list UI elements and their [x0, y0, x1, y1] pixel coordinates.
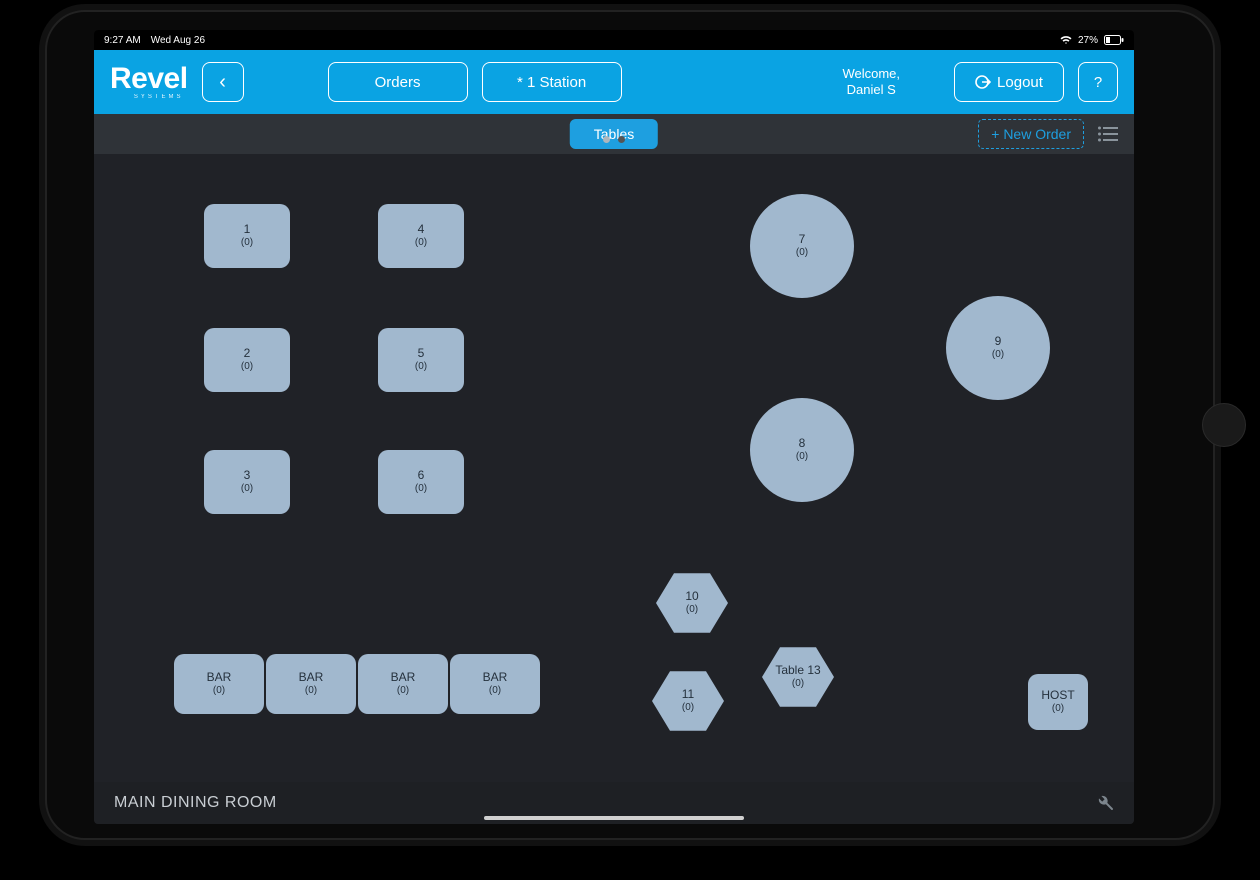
welcome-line2: Daniel S: [842, 82, 900, 98]
table-sublabel: (0): [241, 483, 253, 496]
table-sublabel: (0): [241, 237, 253, 250]
table-sublabel: (0): [992, 349, 1004, 362]
station-button[interactable]: * 1 Station: [482, 62, 622, 102]
table-b2[interactable]: BAR(0): [266, 654, 356, 714]
tables-tab[interactable]: Tables: [570, 119, 658, 149]
status-battery-text: 27%: [1078, 35, 1098, 46]
table-label: BAR: [207, 670, 232, 685]
wifi-icon: [1060, 35, 1072, 45]
ipad-home-button[interactable]: [1202, 403, 1246, 447]
table-sublabel: (0): [397, 685, 409, 698]
table-label: 3: [244, 468, 251, 483]
table-label: 8: [799, 436, 806, 451]
pager-dot[interactable]: [603, 136, 610, 143]
table-b1[interactable]: BAR(0): [174, 654, 264, 714]
room-label: MAIN DINING ROOM: [114, 794, 277, 812]
pager-dot[interactable]: [618, 136, 625, 143]
table-sublabel: (0): [213, 685, 225, 698]
help-button[interactable]: ?: [1078, 62, 1118, 102]
table-label: 9: [995, 334, 1002, 349]
floor-plan[interactable]: 1(0)4(0)2(0)5(0)3(0)6(0)7(0)9(0)8(0)BAR(…: [94, 154, 1134, 782]
table-label: Table 13: [775, 663, 820, 678]
table-sublabel: (0): [1052, 703, 1064, 716]
page-indicator: [603, 136, 625, 143]
table-t7[interactable]: 7(0): [750, 194, 854, 298]
battery-icon: [1104, 35, 1124, 45]
welcome-line1: Welcome,: [842, 66, 900, 82]
brand-name: Revel: [110, 64, 188, 94]
new-order-button[interactable]: + New Order: [978, 119, 1084, 149]
logout-icon: [975, 74, 991, 90]
ipad-frame: 9:27 AM Wed Aug 26 27% Revel SYSTEMS ‹: [45, 10, 1215, 840]
table-t2[interactable]: 2(0): [204, 328, 290, 392]
table-sublabel: (0): [796, 247, 808, 260]
table-sublabel: (0): [241, 361, 253, 374]
table-label: 7: [799, 232, 806, 247]
table-sublabel: (0): [415, 237, 427, 250]
app-header: Revel SYSTEMS ‹ Orders * 1 Station Welco…: [94, 50, 1134, 114]
table-t6[interactable]: 6(0): [378, 450, 464, 514]
table-t10[interactable]: 10(0): [656, 570, 728, 636]
table-label: 4: [418, 222, 425, 237]
orders-button[interactable]: Orders: [328, 62, 468, 102]
table-t1[interactable]: 1(0): [204, 204, 290, 268]
sub-toolbar: Tables + New Order: [94, 114, 1134, 154]
status-date: Wed Aug 26: [151, 35, 205, 46]
brand-subtitle: SYSTEMS: [134, 94, 184, 100]
table-label: 5: [418, 346, 425, 361]
footer-bar: MAIN DINING ROOM: [94, 782, 1134, 824]
table-label: BAR: [483, 670, 508, 685]
status-time: 9:27 AM: [104, 35, 141, 46]
table-sublabel: (0): [489, 685, 501, 698]
brand-logo: Revel SYSTEMS: [110, 64, 188, 100]
table-t3[interactable]: 3(0): [204, 450, 290, 514]
table-sublabel: (0): [792, 678, 804, 691]
chevron-left-icon: ‹: [219, 71, 226, 94]
welcome-text: Welcome, Daniel S: [842, 66, 900, 99]
table-label: HOST: [1041, 688, 1074, 703]
table-sublabel: (0): [796, 451, 808, 464]
table-t13[interactable]: Table 13(0): [762, 644, 834, 710]
logout-label: Logout: [997, 74, 1043, 91]
settings-wrench-icon[interactable]: [1094, 793, 1114, 813]
table-label: 11: [682, 687, 694, 702]
table-t5[interactable]: 5(0): [378, 328, 464, 392]
table-sublabel: (0): [415, 361, 427, 374]
table-b4[interactable]: BAR(0): [450, 654, 540, 714]
back-button[interactable]: ‹: [202, 62, 244, 102]
table-label: BAR: [299, 670, 324, 685]
table-t8[interactable]: 8(0): [750, 398, 854, 502]
table-label: 10: [685, 589, 698, 604]
table-t9[interactable]: 9(0): [946, 296, 1050, 400]
table-sublabel: (0): [686, 604, 698, 617]
table-label: 1: [244, 222, 251, 237]
table-label: 6: [418, 468, 425, 483]
table-t4[interactable]: 4(0): [378, 204, 464, 268]
table-label: 2: [244, 346, 251, 361]
table-label: BAR: [391, 670, 416, 685]
status-bar: 9:27 AM Wed Aug 26 27%: [94, 30, 1134, 50]
table-sublabel: (0): [305, 685, 317, 698]
home-indicator: [484, 816, 744, 820]
table-sublabel: (0): [415, 483, 427, 496]
table-host[interactable]: HOST(0): [1028, 674, 1088, 730]
screen: 9:27 AM Wed Aug 26 27% Revel SYSTEMS ‹: [94, 30, 1134, 824]
list-view-icon[interactable]: [1094, 120, 1122, 148]
logout-button[interactable]: Logout: [954, 62, 1064, 102]
table-t11[interactable]: 11(0): [652, 668, 724, 734]
table-sublabel: (0): [682, 702, 694, 715]
table-b3[interactable]: BAR(0): [358, 654, 448, 714]
